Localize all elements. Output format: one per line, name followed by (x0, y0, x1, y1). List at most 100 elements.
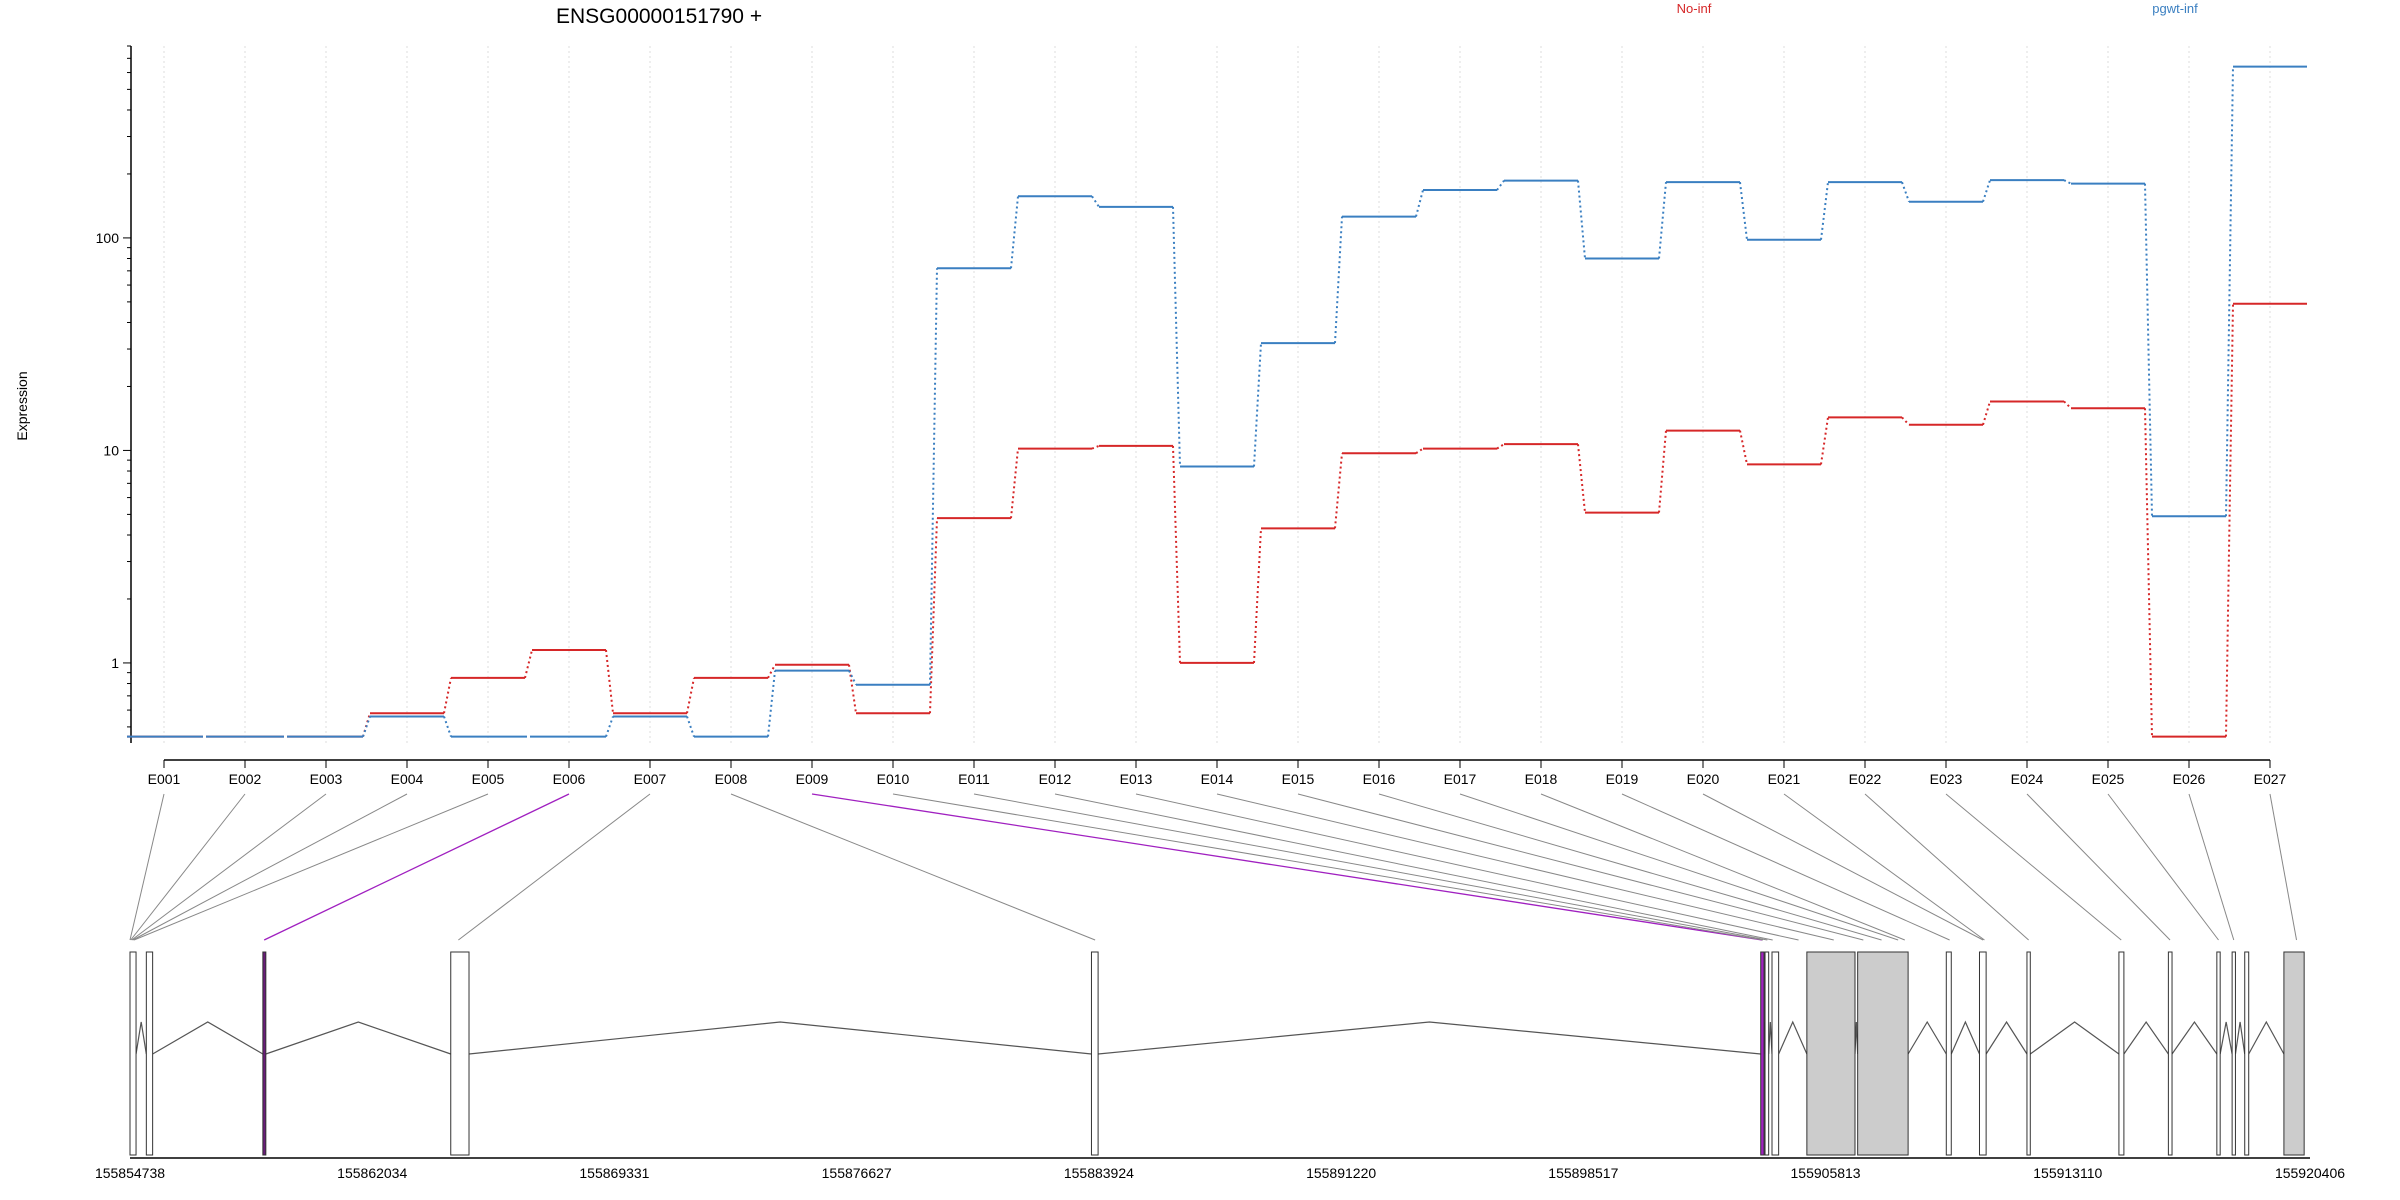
series-connector (686, 677, 695, 714)
exon-box (1945, 951, 1952, 1156)
series-connector (2063, 179, 2072, 185)
exon-box (262, 951, 267, 1156)
exon-link (130, 793, 246, 941)
series-connector (2063, 400, 2072, 409)
x-tick-label-e020: E020 (1687, 771, 1720, 787)
exon-box (1806, 951, 1856, 1156)
series-connector (1982, 401, 1991, 426)
series-connector (767, 670, 776, 737)
series-lines (127, 65, 2307, 738)
intron (1950, 1020, 1981, 1055)
series-connector (362, 716, 371, 737)
x-tick-label-e024: E024 (2011, 771, 2044, 787)
genomic-coordinate-axis: 155854738 155862034 155869331 155876627 1558… (95, 1157, 2345, 1181)
x-tick-label-e018: E018 (1525, 771, 1558, 787)
coord-tick-label: 155883924 (1064, 1165, 1134, 1181)
series-connector (1658, 182, 1667, 259)
exon-link (1297, 793, 1864, 941)
intron (152, 1021, 264, 1055)
series-connector (605, 716, 614, 737)
y-axis: 1 10 100 (96, 45, 132, 743)
exon-box (2118, 951, 2125, 1156)
series-connector (2144, 408, 2153, 737)
series-connector (1496, 180, 1505, 191)
x-axis: E001 E002 E003 E004 E005 E006 E007 E008 E009 E010… (148, 759, 2287, 787)
x-tick-label-e022: E022 (1849, 771, 1882, 787)
exon-box (2283, 951, 2305, 1156)
series-connector (1577, 180, 1586, 259)
x-tick-label-e015: E015 (1282, 771, 1315, 787)
exon-link (1945, 793, 2122, 941)
exon-box (2167, 951, 2173, 1156)
exon-link (2026, 793, 2171, 941)
series-connector (1820, 417, 1829, 465)
coord-tick-label: 155876627 (822, 1165, 892, 1181)
series-connector (1496, 443, 1505, 450)
y-axis-label: Expression (14, 371, 30, 440)
x-tick-label-e002: E002 (229, 771, 262, 787)
coord-tick-label: 155854738 (95, 1165, 165, 1181)
exon-link (1621, 793, 1950, 941)
series-connector (1415, 189, 1424, 217)
intron (1098, 1021, 1761, 1055)
intron (265, 1021, 451, 1055)
exon-link (2107, 793, 2219, 941)
series-connector (524, 649, 533, 679)
x-tick-label-e007: E007 (634, 771, 667, 787)
intron (1778, 1020, 1808, 1055)
exon-link (1702, 793, 1984, 941)
exon-link (133, 793, 489, 941)
x-tick-label-e005: E005 (472, 771, 505, 787)
exon-box (2231, 951, 2236, 1156)
exon-box (1760, 951, 1765, 1156)
exon-link (1378, 793, 1882, 941)
x-tick-label-e006: E006 (553, 771, 586, 787)
exon-box (2026, 951, 2031, 1156)
exon-link (2269, 793, 2298, 941)
exon-box (2216, 951, 2221, 1156)
x-tick-label-e008: E008 (715, 771, 748, 787)
exon-link-highlighted (263, 793, 570, 941)
intron (468, 1021, 1092, 1055)
coord-tick-label: 155920406 (2275, 1165, 2345, 1181)
intron (2219, 1021, 2233, 1055)
x-tick-label-e017: E017 (1444, 771, 1477, 787)
coord-tick-label: 155869331 (579, 1165, 649, 1181)
exon-link (1783, 793, 1985, 941)
exon-link (973, 793, 1768, 941)
coord-tick-label: 155898517 (1548, 1165, 1618, 1181)
series-connector (443, 716, 452, 737)
exon-link (730, 793, 1096, 941)
series-connector (443, 677, 452, 714)
series-connector (1901, 416, 1910, 426)
x-tick-label-e011: E011 (958, 771, 990, 787)
y-tick-label: 10 (103, 442, 119, 458)
intron (2171, 1020, 2218, 1055)
intron (2234, 1021, 2246, 1055)
x-tick-label-e014: E014 (1201, 771, 1234, 787)
series-connector (1334, 453, 1343, 529)
exon-link (129, 793, 165, 941)
series-connector (1820, 182, 1829, 240)
x-tick-label-e026: E026 (2173, 771, 2206, 787)
y-tick-label: 100 (96, 230, 120, 246)
exon-link (2188, 793, 2235, 941)
coord-tick-label: 155913110 (2033, 1165, 2102, 1181)
coord-tick-label: 155905813 (1791, 1165, 1861, 1181)
x-tick-label-e019: E019 (1606, 771, 1639, 787)
series-pgwt-inf (127, 65, 2307, 738)
series-connector (2225, 66, 2234, 517)
x-tick-label-e009: E009 (796, 771, 829, 787)
series-connector (1739, 430, 1748, 465)
series-connector (1091, 195, 1100, 208)
exon-box (2244, 951, 2250, 1156)
series-connector (1739, 182, 1748, 240)
exon-box (1771, 951, 1780, 1156)
series-connector (1253, 528, 1262, 663)
exon-box (1857, 951, 1909, 1156)
intron (1985, 1020, 2028, 1055)
exon-box (1764, 951, 1770, 1156)
series-connector (605, 649, 614, 714)
intron (1907, 1020, 1947, 1055)
series-connector (1577, 444, 1586, 513)
